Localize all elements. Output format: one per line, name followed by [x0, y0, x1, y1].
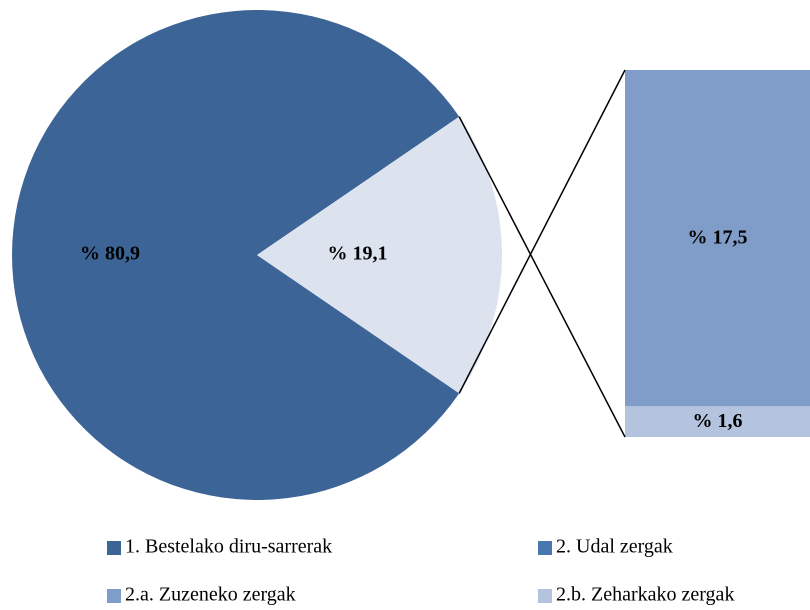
connector — [458, 116, 626, 438]
bar-value-label: % 1,6 — [693, 410, 743, 432]
pie-slice — [257, 116, 502, 394]
legend-label: 1. Bestelako diru-sarrerak — [125, 536, 332, 558]
legend-swatch — [107, 589, 121, 603]
legend-swatch — [538, 589, 552, 603]
pie-slice — [11, 9, 460, 501]
connector — [458, 69, 626, 394]
legend-label: 2. Udal zergak — [556, 536, 673, 558]
pie-value-label: % 80,9 — [80, 243, 140, 265]
bar-segment — [625, 70, 810, 407]
pie-value-label: % 19,1 — [327, 243, 387, 265]
bar-segment — [625, 406, 810, 437]
legend-swatch — [538, 541, 552, 555]
legend-swatch — [107, 541, 121, 555]
bar-value-label: % 17,5 — [688, 227, 748, 249]
legend-label: 2.a. Zuzeneko zergak — [125, 584, 296, 606]
legend-label: 2.b. Zeharkako zergak — [556, 584, 734, 606]
